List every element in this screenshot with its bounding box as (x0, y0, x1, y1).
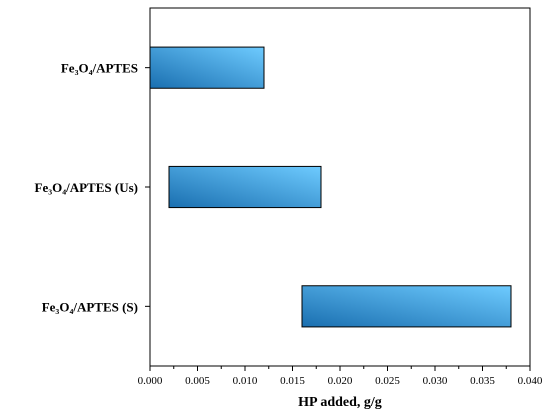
bar (168, 165, 322, 209)
category-label: Fe₃O₄/APTES (Us) (35, 180, 139, 195)
x-tick-label: 0.010 (233, 375, 258, 387)
category-label: Fe₃O₄/APTES (S) (42, 299, 138, 314)
x-tick-label: 0.015 (280, 375, 305, 387)
bar (149, 46, 265, 89)
x-tick-label: 0.000 (138, 375, 163, 387)
x-axis-title: HP added, g/g (298, 395, 382, 410)
x-tick-label: 0.030 (423, 375, 448, 387)
x-tick-label: 0.040 (518, 375, 543, 387)
bar (301, 285, 512, 328)
x-tick-label: 0.025 (375, 375, 400, 387)
x-tick-label: 0.005 (185, 375, 210, 387)
x-tick-label: 0.035 (470, 375, 495, 387)
x-tick-label: 0.020 (328, 375, 353, 387)
category-label: Fe₃O₄/APTES (61, 61, 138, 76)
